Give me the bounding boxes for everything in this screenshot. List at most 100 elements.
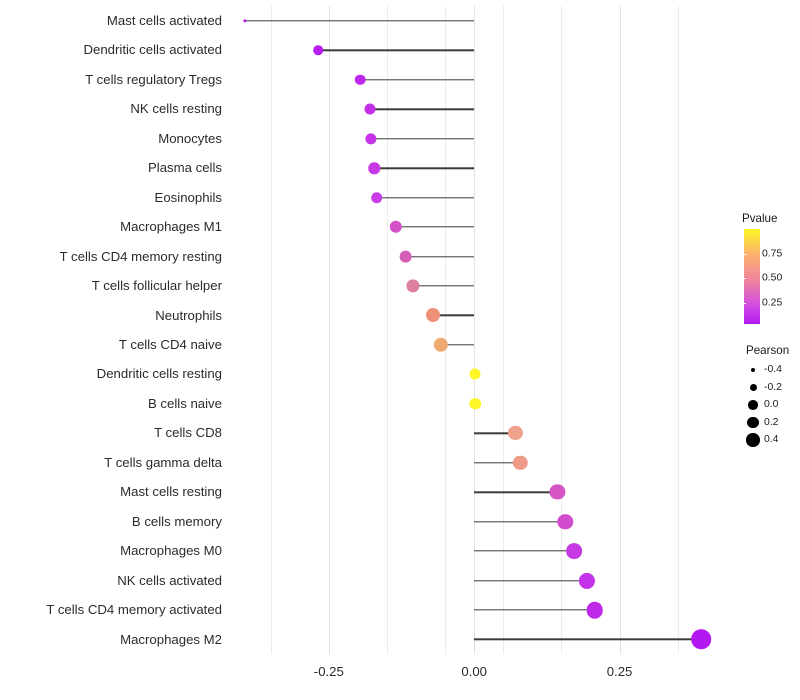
- lollipop-row: [230, 389, 730, 419]
- x-axis: -0.25 0.00 0.25: [230, 654, 730, 694]
- colorbar-gradient: [744, 229, 760, 324]
- size-legend-dot: [751, 367, 755, 372]
- lollipop-row: [230, 212, 730, 242]
- lollipop-stem: [395, 226, 475, 228]
- colorbar-wrap: 0.75 0.50 0.25: [738, 229, 796, 324]
- y-axis-tick-label: T cells CD4 naive: [118, 337, 222, 352]
- y-axis-tick-label: NK cells resting: [130, 101, 222, 117]
- y-axis-tick-label: B cells naive: [147, 395, 222, 411]
- gridline: [619, 6, 621, 654]
- lollipop-row: [230, 94, 730, 124]
- size-legend-dot-cell: [742, 416, 764, 428]
- lollipop-row: [230, 477, 730, 507]
- lollipop-dot[interactable]: [389, 220, 402, 234]
- plot-panel: [230, 6, 730, 654]
- lollipop-dot[interactable]: [433, 337, 449, 353]
- lollipop-dot[interactable]: [469, 368, 481, 380]
- size-legend-item: 0.4: [742, 431, 800, 449]
- lollipop-dot[interactable]: [364, 103, 376, 115]
- y-axis-tick-label: Dendritic cells resting: [96, 366, 222, 382]
- lollipop-row: [230, 153, 730, 183]
- colorbar-tick-mark: [742, 303, 746, 305]
- lollipop-dot[interactable]: [508, 426, 523, 441]
- size-legend-dot: [749, 383, 757, 391]
- lollipop-dot[interactable]: [549, 484, 565, 500]
- size-legend-item: 0.2: [742, 414, 800, 432]
- lollipop-row: [230, 507, 730, 537]
- lollipop-stem: [474, 609, 595, 611]
- y-axis-tick-label: Plasma cells: [147, 160, 222, 176]
- y-axis-tick-label: T cells follicular helper: [91, 278, 222, 294]
- y-axis-tick-label: Mast cells activated: [106, 13, 222, 28]
- lollipop-stem: [376, 196, 475, 199]
- lollipop-stem: [474, 491, 558, 493]
- lollipop-dot[interactable]: [586, 601, 603, 619]
- gridline: [386, 6, 388, 654]
- lollipop-row: [230, 183, 730, 213]
- x-axis-tick-label: 0.25: [606, 664, 633, 679]
- y-axis-tick-label: T cells gamma delta: [104, 454, 222, 470]
- lollipop-row: [230, 65, 730, 95]
- lollipop-stem: [360, 79, 475, 81]
- lollipop-stem: [371, 138, 475, 140]
- lollipop-dot[interactable]: [399, 250, 412, 263]
- size-legend-dot: [746, 433, 760, 447]
- lollipop-stem: [474, 520, 566, 523]
- lollipop-stem: [432, 314, 475, 317]
- lollipop-dot[interactable]: [368, 162, 380, 174]
- gridline: [474, 6, 476, 654]
- lollipop-row: [230, 595, 730, 625]
- lollipop-dot[interactable]: [557, 513, 574, 530]
- y-axis-tick-label: Dendritic cells activated: [83, 42, 222, 58]
- lollipop-dot[interactable]: [691, 629, 711, 650]
- lollipop-dot[interactable]: [406, 279, 420, 293]
- lollipop-row: [230, 330, 730, 360]
- gridline: [270, 6, 272, 654]
- lollipop-row: [230, 536, 730, 566]
- lollipop-row: [230, 242, 730, 272]
- x-axis-tick-label: 0.00: [461, 664, 488, 679]
- lollipop-dot[interactable]: [469, 398, 482, 410]
- y-axis-tick-label: Neutrophils: [155, 307, 222, 323]
- size-legend-label: -0.4: [764, 364, 782, 376]
- size-legend-dot-cell: [742, 433, 764, 447]
- lollipop-row: [230, 625, 730, 655]
- colorbar-tick-label: 0.25: [762, 297, 783, 309]
- lollipop-row: [230, 35, 730, 65]
- lollipop-row: [230, 124, 730, 154]
- colorbar-tick-label: 0.75: [762, 248, 783, 260]
- size-legend-item: 0.0: [742, 396, 800, 414]
- y-axis-tick-label: Macrophages M2: [120, 631, 222, 647]
- lollipop-stem: [474, 462, 521, 464]
- lollipop-dot[interactable]: [365, 133, 377, 145]
- lollipop-dot[interactable]: [425, 308, 440, 323]
- lollipop-dot[interactable]: [578, 572, 596, 589]
- y-axis-tick-label: Macrophages M1: [120, 219, 222, 235]
- lollipop-row: [230, 6, 730, 36]
- y-axis-tick-label: Macrophages M0: [120, 543, 222, 559]
- colorbar-tick-mark: [742, 253, 746, 255]
- size-legend-label: 0.0: [764, 399, 779, 411]
- size-legend-label: 0.4: [764, 434, 779, 446]
- lollipop-stem: [318, 49, 475, 52]
- lollipop-dot[interactable]: [512, 455, 528, 470]
- lollipop-dot[interactable]: [354, 74, 366, 86]
- lollipop-dot[interactable]: [242, 19, 247, 23]
- size-legend: Pearson -0.4 -0.2 0.0 0.2 0.4: [742, 344, 800, 449]
- y-axis-tick-label: T cells regulatory Tregs: [85, 71, 222, 87]
- size-legend-dot: [747, 416, 759, 428]
- colorbar-tick-label: 0.50: [762, 272, 783, 284]
- y-axis-tick-label: Eosinophils: [154, 189, 222, 205]
- gridline: [561, 6, 563, 654]
- lollipop-stem: [474, 432, 516, 434]
- lollipop-dot[interactable]: [370, 191, 383, 204]
- size-legend-label: 0.2: [764, 416, 779, 428]
- size-legend-dot-cell: [742, 400, 764, 410]
- gridline: [503, 6, 505, 654]
- lollipop-stem: [474, 579, 587, 582]
- lollipop-row: [230, 301, 730, 331]
- lollipop-dot[interactable]: [313, 45, 324, 56]
- size-legend-label: -0.2: [764, 381, 782, 393]
- lollipop-dot[interactable]: [566, 543, 583, 559]
